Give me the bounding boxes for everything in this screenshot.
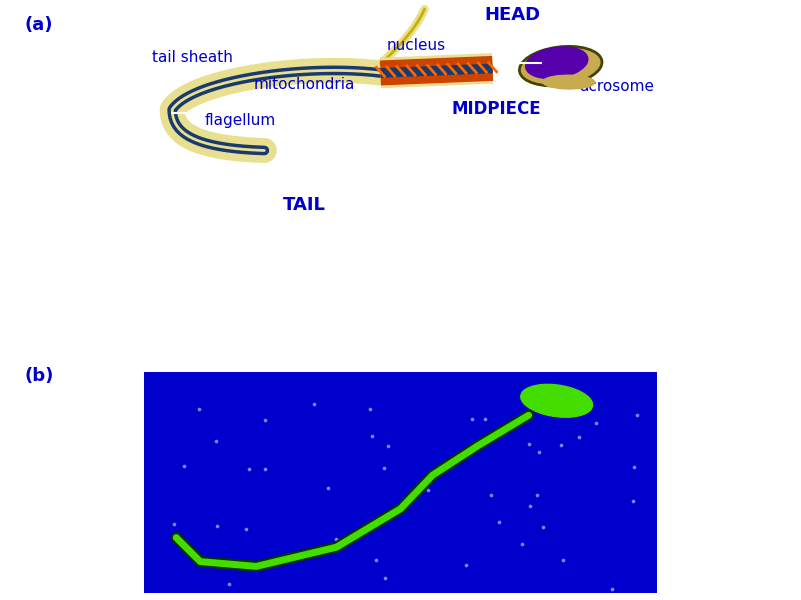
Point bbox=[630, 410, 643, 419]
Point bbox=[239, 524, 252, 534]
Point bbox=[167, 519, 180, 529]
Text: TAIL: TAIL bbox=[283, 196, 326, 214]
Ellipse shape bbox=[521, 385, 593, 417]
Point bbox=[330, 535, 343, 544]
Point bbox=[478, 415, 491, 424]
Point bbox=[379, 573, 392, 583]
Point bbox=[209, 437, 222, 446]
Point bbox=[606, 584, 619, 593]
Point bbox=[369, 555, 382, 565]
Ellipse shape bbox=[525, 47, 588, 79]
Point bbox=[178, 461, 191, 471]
Point bbox=[259, 415, 272, 425]
Point bbox=[366, 431, 379, 441]
Point bbox=[533, 447, 545, 457]
Point bbox=[460, 560, 473, 570]
Point bbox=[259, 464, 272, 473]
Point bbox=[211, 521, 223, 531]
Point bbox=[364, 404, 376, 413]
Text: acrosome: acrosome bbox=[579, 79, 654, 94]
Point bbox=[485, 490, 497, 500]
Point bbox=[377, 463, 390, 473]
Text: flagellum: flagellum bbox=[205, 113, 276, 128]
Text: (a): (a) bbox=[24, 16, 53, 34]
Text: nucleus: nucleus bbox=[387, 38, 446, 53]
Point bbox=[536, 523, 549, 532]
Point bbox=[492, 517, 505, 527]
Text: tail sheath: tail sheath bbox=[152, 49, 232, 64]
Point bbox=[223, 579, 235, 589]
Ellipse shape bbox=[519, 46, 602, 86]
Point bbox=[322, 483, 335, 493]
Point bbox=[557, 555, 570, 565]
Point bbox=[572, 433, 585, 442]
Point bbox=[465, 414, 478, 424]
Ellipse shape bbox=[543, 75, 594, 89]
Point bbox=[421, 485, 434, 495]
Point bbox=[243, 464, 256, 474]
Point bbox=[628, 462, 641, 472]
Point bbox=[308, 399, 320, 409]
Point bbox=[522, 440, 535, 449]
Point bbox=[516, 539, 529, 548]
Point bbox=[192, 404, 205, 413]
Text: (b): (b) bbox=[24, 367, 54, 385]
Text: mitochondria: mitochondria bbox=[254, 77, 355, 92]
FancyBboxPatch shape bbox=[144, 372, 657, 593]
Text: HEAD: HEAD bbox=[485, 6, 541, 24]
Point bbox=[530, 490, 543, 500]
Point bbox=[590, 419, 602, 428]
Point bbox=[330, 542, 343, 551]
Text: MIDPIECE: MIDPIECE bbox=[452, 100, 541, 118]
Point bbox=[524, 501, 537, 511]
Point bbox=[554, 440, 567, 450]
Point bbox=[382, 441, 395, 451]
Point bbox=[626, 496, 639, 506]
